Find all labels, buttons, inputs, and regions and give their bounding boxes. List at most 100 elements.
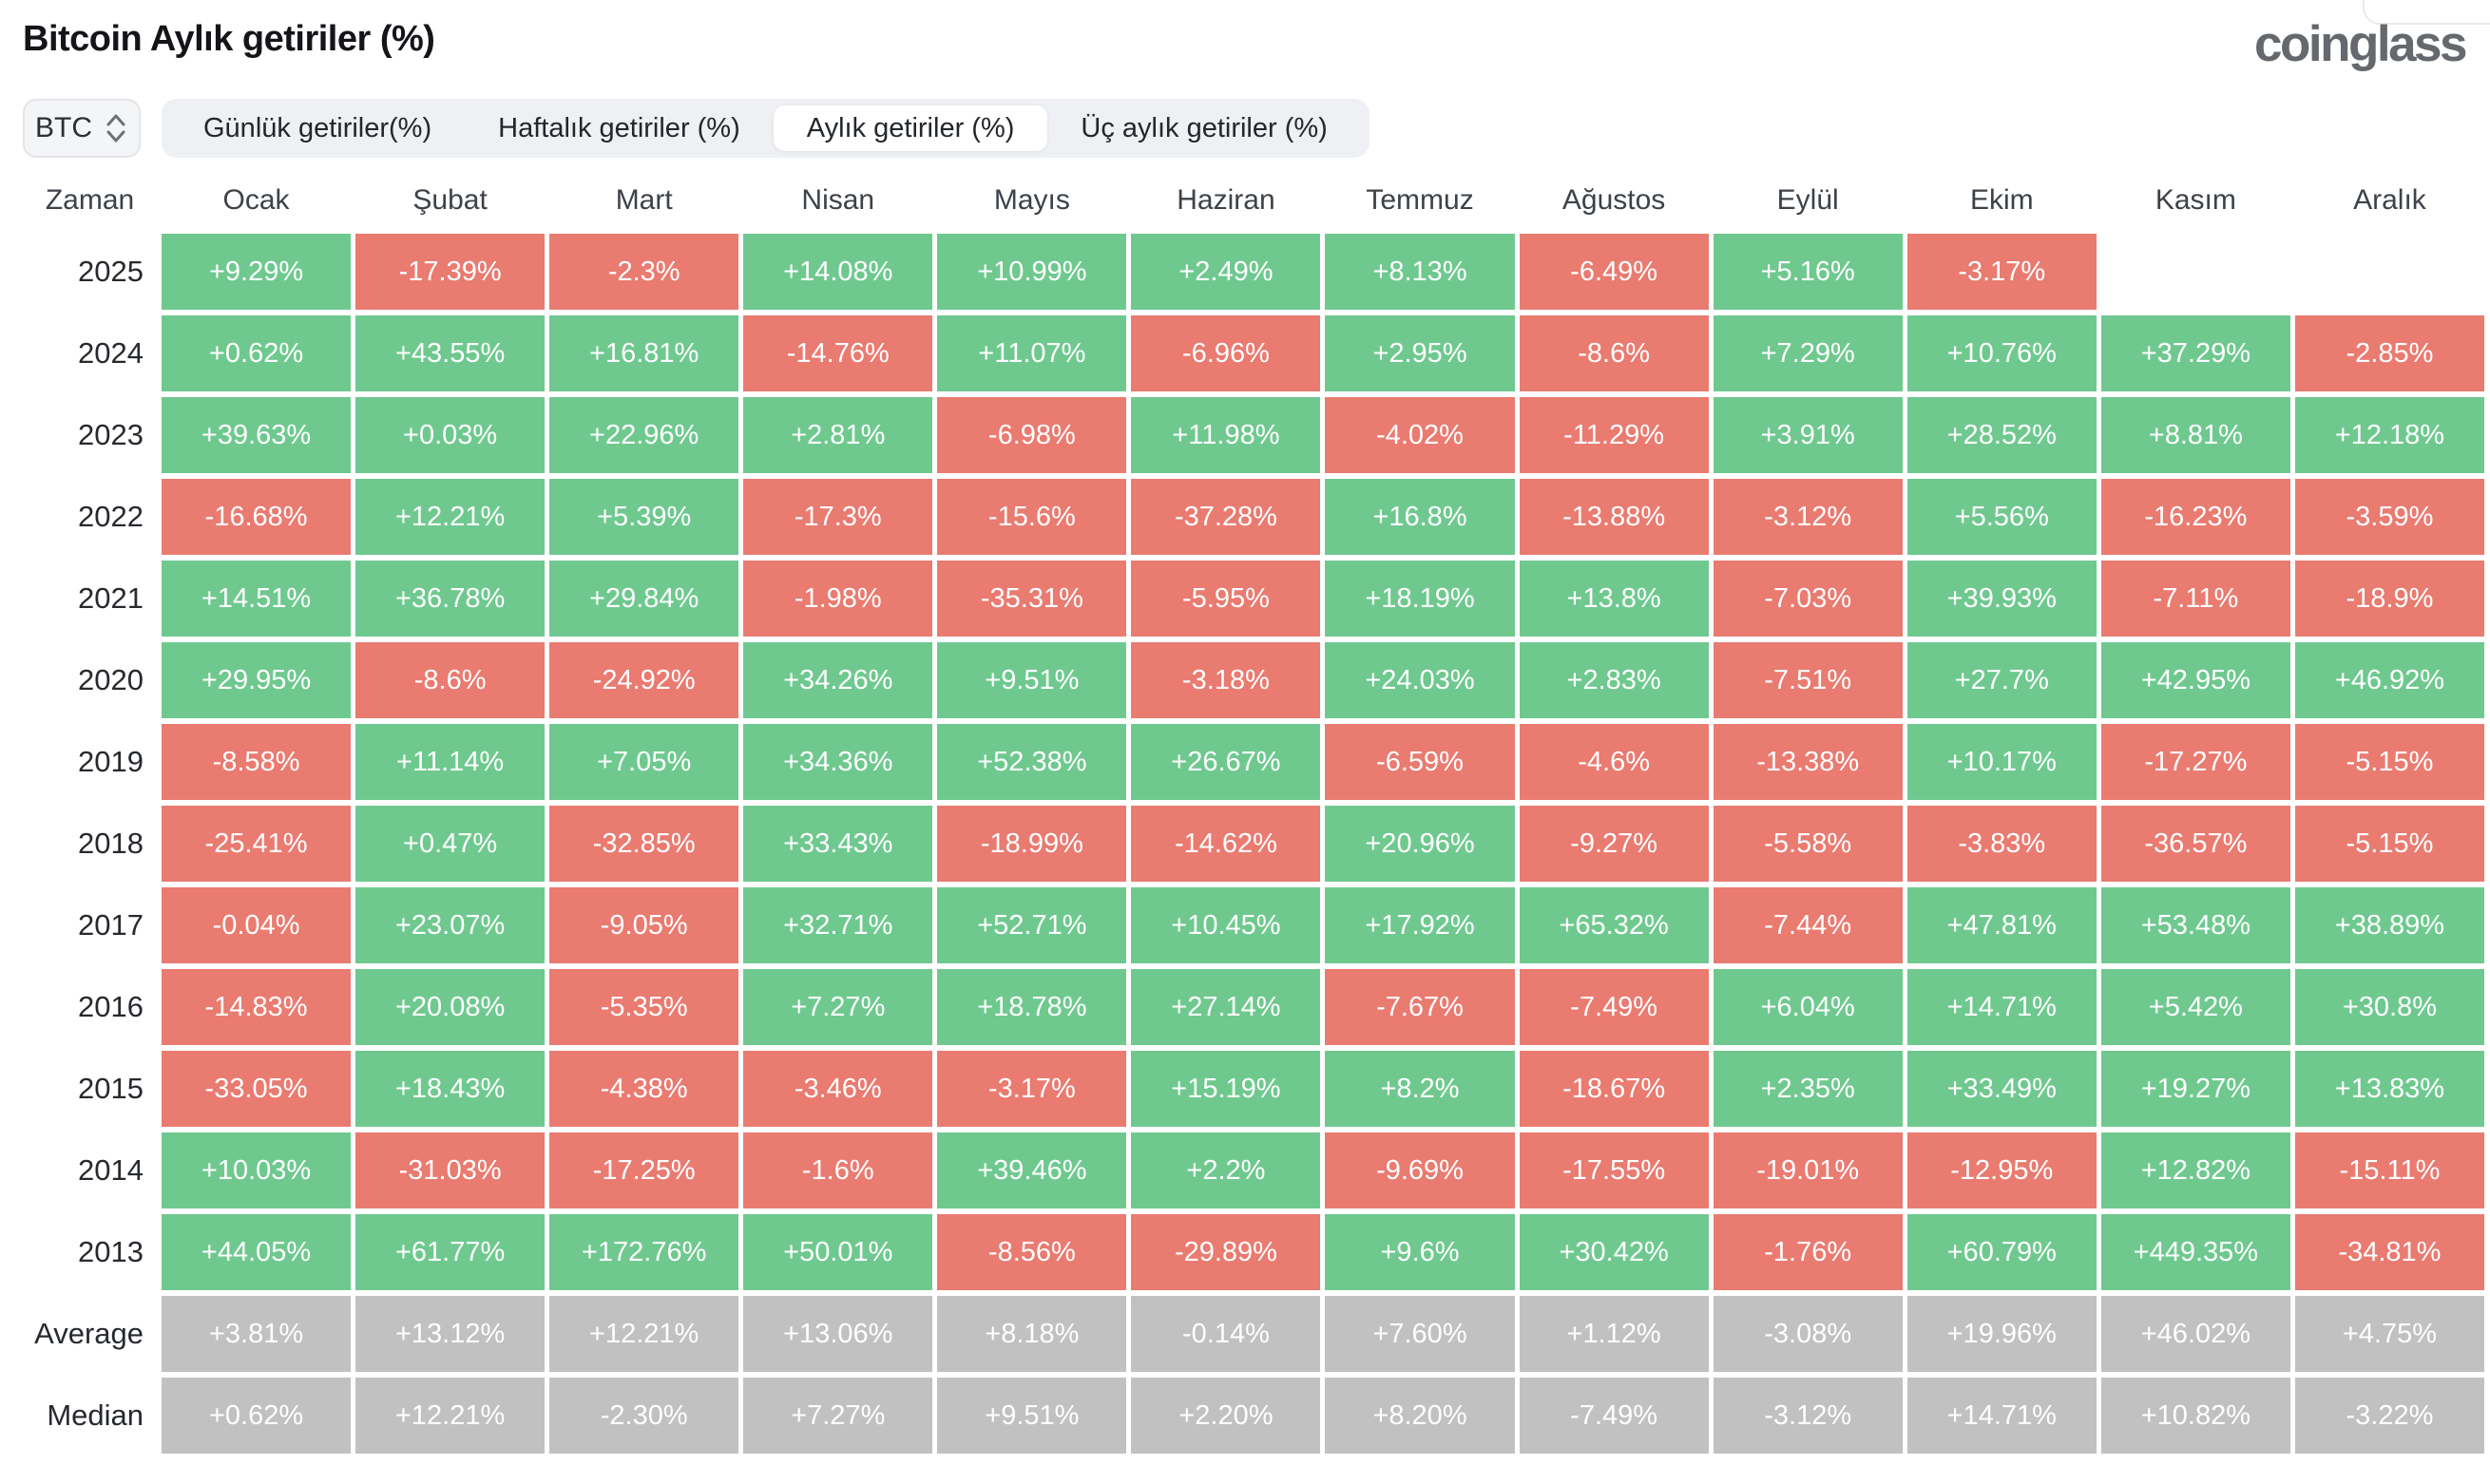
return-cell: +8.2% bbox=[1325, 1051, 1515, 1127]
return-cell: -17.39% bbox=[355, 234, 546, 310]
return-cell: +2.95% bbox=[1325, 315, 1515, 391]
return-cell: -7.49% bbox=[1519, 1378, 1709, 1454]
return-cell: +10.82% bbox=[2100, 1378, 2290, 1454]
column-header-time: Zaman bbox=[45, 184, 135, 216]
return-cell: +33.49% bbox=[1906, 1051, 2097, 1127]
symbol-selector[interactable]: BTC bbox=[23, 99, 141, 158]
return-cell: +33.43% bbox=[743, 806, 933, 882]
return-cell: +12.18% bbox=[2294, 397, 2484, 473]
return-cell: +15.19% bbox=[1131, 1051, 1321, 1127]
return-cell: -4.38% bbox=[549, 1051, 739, 1127]
return-cell: +20.96% bbox=[1325, 806, 1515, 882]
return-cell: +50.01% bbox=[743, 1214, 933, 1290]
return-cell: +13.8% bbox=[1519, 561, 1709, 637]
return-cell: -33.05% bbox=[162, 1051, 352, 1127]
return-cell: -13.38% bbox=[1713, 724, 1903, 800]
return-cell: +4.75% bbox=[2294, 1296, 2484, 1372]
monthly-returns-table: Zaman Ocak Şubat Mart Nisan Mayıs Haziran Temmu… bbox=[23, 173, 2484, 1454]
return-cell: -14.62% bbox=[1131, 806, 1321, 882]
return-cell: +12.21% bbox=[355, 479, 546, 555]
return-cell: -7.51% bbox=[1713, 642, 1903, 718]
return-cell: +18.19% bbox=[1325, 561, 1515, 637]
return-cell: -7.44% bbox=[1713, 887, 1903, 963]
return-cell: +65.32% bbox=[1519, 887, 1709, 963]
return-cell: +0.62% bbox=[162, 315, 352, 391]
return-cell: -8.6% bbox=[1519, 315, 1709, 391]
return-cell: -6.59% bbox=[1325, 724, 1515, 800]
return-cell: +7.27% bbox=[743, 969, 933, 1045]
row-label: 2015 bbox=[78, 1072, 144, 1105]
return-cell: +27.14% bbox=[1131, 969, 1321, 1045]
return-cell: -4.02% bbox=[1325, 397, 1515, 473]
tab-quarterly-returns[interactable]: Üç aylık getiriler (%) bbox=[1081, 112, 1328, 143]
return-cell: +2.20% bbox=[1131, 1378, 1321, 1454]
return-cell: +2.35% bbox=[1713, 1051, 1903, 1127]
return-cell: +7.27% bbox=[743, 1378, 933, 1454]
return-cell: +47.81% bbox=[1906, 887, 2097, 963]
return-cell: +0.47% bbox=[355, 806, 546, 882]
return-cell: +14.71% bbox=[1906, 969, 2097, 1045]
return-cell: -7.67% bbox=[1325, 969, 1515, 1045]
return-cell: -31.03% bbox=[355, 1132, 546, 1208]
return-cell: +60.79% bbox=[1906, 1214, 2097, 1290]
return-cell: +53.48% bbox=[2100, 887, 2290, 963]
return-cell: -1.98% bbox=[743, 561, 933, 637]
return-cell: +3.81% bbox=[162, 1296, 352, 1372]
return-cell: -29.89% bbox=[1131, 1214, 1321, 1290]
return-cell: +2.49% bbox=[1131, 234, 1321, 310]
return-cell: -15.11% bbox=[2294, 1132, 2484, 1208]
return-cell: -32.85% bbox=[549, 806, 739, 882]
return-cell: +9.51% bbox=[937, 642, 1127, 718]
column-header-month: Ağustos bbox=[1561, 184, 1666, 216]
return-cell: +39.93% bbox=[1906, 561, 2097, 637]
return-cell: +16.8% bbox=[1325, 479, 1515, 555]
return-cell: +10.03% bbox=[162, 1132, 352, 1208]
return-cell: +7.05% bbox=[549, 724, 739, 800]
return-cell: -4.6% bbox=[1519, 724, 1709, 800]
return-cell: -13.88% bbox=[1519, 479, 1709, 555]
return-cell: -2.30% bbox=[549, 1378, 739, 1454]
return-cell: +9.29% bbox=[162, 234, 352, 310]
return-cell: +34.26% bbox=[743, 642, 933, 718]
return-cell: +2.83% bbox=[1519, 642, 1709, 718]
return-cell: -17.3% bbox=[743, 479, 933, 555]
return-cell: +46.02% bbox=[2100, 1296, 2290, 1372]
tab-monthly-returns[interactable]: Aylık getiriler (%) bbox=[773, 105, 1048, 151]
row-label: 2023 bbox=[78, 418, 144, 451]
row-label: 2020 bbox=[78, 663, 144, 696]
return-cell: -17.27% bbox=[2100, 724, 2290, 800]
return-cell: -1.6% bbox=[743, 1132, 933, 1208]
return-cell: -35.31% bbox=[937, 561, 1127, 637]
return-cell: -3.83% bbox=[1906, 806, 2097, 882]
toolbar: BTC Günlük getiriler(%) Haftalık getiril… bbox=[23, 99, 2467, 158]
row-label: 2013 bbox=[78, 1235, 144, 1268]
row-label: 2017 bbox=[78, 908, 144, 942]
return-cell: -7.03% bbox=[1713, 561, 1903, 637]
return-cell: -8.6% bbox=[355, 642, 546, 718]
top-bar: Bitcoin Aylık getiriler (%) coinglass bbox=[0, 0, 2490, 87]
return-cell: -8.58% bbox=[162, 724, 352, 800]
return-cell: -6.96% bbox=[1131, 315, 1321, 391]
return-cell: -25.41% bbox=[162, 806, 352, 882]
return-cell: +12.21% bbox=[549, 1296, 739, 1372]
return-cell: +52.71% bbox=[937, 887, 1127, 963]
corner-card-edge bbox=[2363, 0, 2490, 25]
return-cell: -3.59% bbox=[2294, 479, 2484, 555]
return-cell: -7.49% bbox=[1519, 969, 1709, 1045]
return-cell-empty bbox=[2295, 234, 2484, 310]
return-cell: +39.63% bbox=[162, 397, 352, 473]
tab-weekly-returns[interactable]: Haftalık getiriler (%) bbox=[498, 112, 740, 143]
return-cell: +22.96% bbox=[549, 397, 739, 473]
return-cell: +26.67% bbox=[1131, 724, 1321, 800]
chevron-up-down-icon bbox=[104, 111, 128, 145]
row-label: 2019 bbox=[78, 745, 144, 778]
return-cell: -3.18% bbox=[1131, 642, 1321, 718]
row-label: 2022 bbox=[78, 500, 144, 533]
tab-daily-returns[interactable]: Günlük getiriler(%) bbox=[203, 112, 432, 143]
return-cell: +30.42% bbox=[1519, 1214, 1709, 1290]
return-cell: +10.76% bbox=[1906, 315, 2097, 391]
return-cell: +8.13% bbox=[1325, 234, 1515, 310]
return-cell: +5.42% bbox=[2100, 969, 2290, 1045]
return-cell: -11.29% bbox=[1519, 397, 1709, 473]
return-cell: -0.14% bbox=[1131, 1296, 1321, 1372]
